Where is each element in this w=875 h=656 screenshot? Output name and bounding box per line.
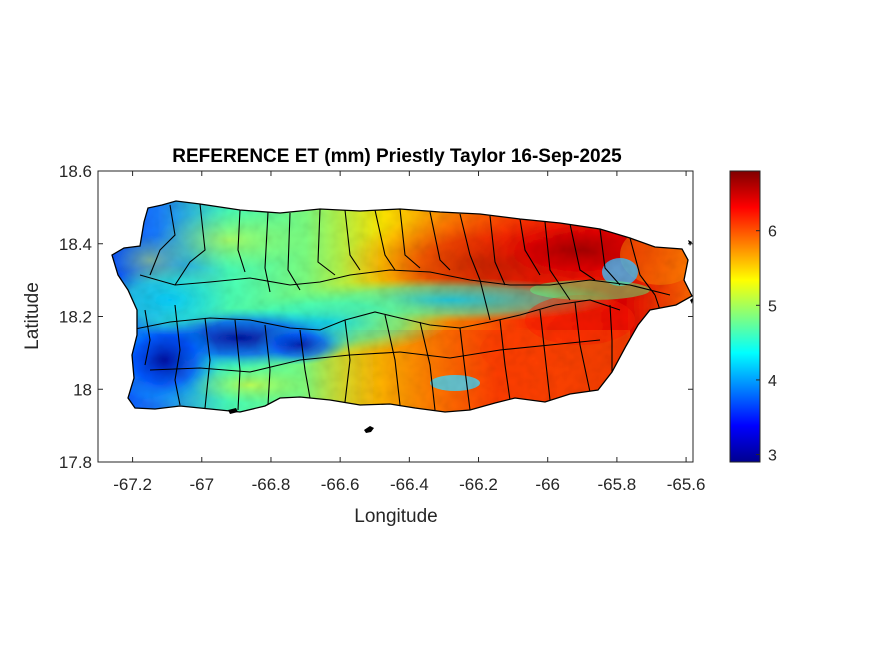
colorbar-ticks: 3 4 5 6 [756, 224, 777, 465]
x-tick-label: -66.2 [459, 475, 498, 494]
x-tick-label: -67.2 [113, 475, 152, 494]
y-axis-ticks: 17.8 18 18.2 18.4 18.6 [59, 162, 693, 472]
colorbar-tick-label: 3 [768, 448, 777, 465]
colorbar-tick-label: 5 [768, 298, 777, 315]
x-tick-label: -66 [535, 475, 560, 494]
colorbar [729, 170, 761, 463]
x-tick-label: -66.4 [390, 475, 429, 494]
x-tick-label: -65.6 [667, 475, 706, 494]
x-axis-ticks: -67.2 -67 -66.8 -66.6 -66.4 -66.2 -66 -65.8 -65.… [113, 171, 705, 494]
x-tick-label: -67 [189, 475, 214, 494]
islet-east-2 [690, 298, 693, 304]
y-tick-label: 17.8 [59, 453, 92, 472]
y-tick-label: 18.2 [59, 308, 92, 327]
colorbar-tick-label: 6 [768, 224, 777, 241]
colorbar-tick-label: 4 [768, 373, 777, 390]
x-axis-label: Longitude [354, 506, 437, 527]
island-outline [111, 200, 693, 413]
y-tick-label: 18.6 [59, 162, 92, 181]
x-tick-label: -65.8 [598, 475, 637, 494]
chart-title: REFERENCE ET (mm) Priestly Taylor 16-Sep… [172, 146, 622, 167]
y-tick-label: 18.4 [59, 235, 92, 254]
islet-south-coast [228, 408, 238, 414]
islet-caja-de-muertos [364, 426, 374, 433]
y-tick-label: 18 [73, 380, 92, 399]
islet-east [688, 240, 692, 246]
x-tick-label: -66.6 [321, 475, 360, 494]
y-axis-label: Latitude [22, 282, 43, 350]
x-tick-label: -66.8 [252, 475, 291, 494]
municipality-boundaries [129, 203, 671, 411]
